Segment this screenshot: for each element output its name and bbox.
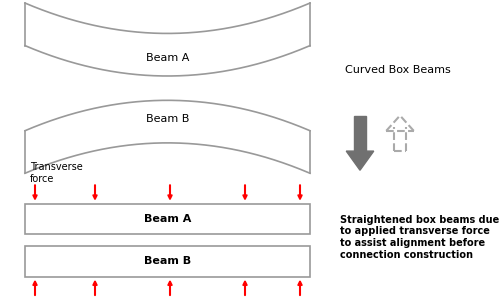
Polygon shape (346, 151, 374, 170)
Text: Beam A: Beam A (144, 214, 191, 224)
Text: Beam A: Beam A (146, 53, 189, 63)
Text: Beam B: Beam B (144, 257, 191, 266)
Polygon shape (25, 3, 310, 76)
Text: Beam B: Beam B (146, 114, 189, 123)
Text: Transverse
force: Transverse force (30, 162, 83, 184)
Polygon shape (25, 100, 310, 173)
Text: Curved Box Beams: Curved Box Beams (345, 65, 451, 75)
Text: Straightened box beams due
to applied transverse force
to assist alignment befor: Straightened box beams due to applied tr… (340, 215, 499, 260)
Bar (25, 246, 310, 277)
Bar (25, 204, 310, 234)
Bar (354, 116, 366, 151)
